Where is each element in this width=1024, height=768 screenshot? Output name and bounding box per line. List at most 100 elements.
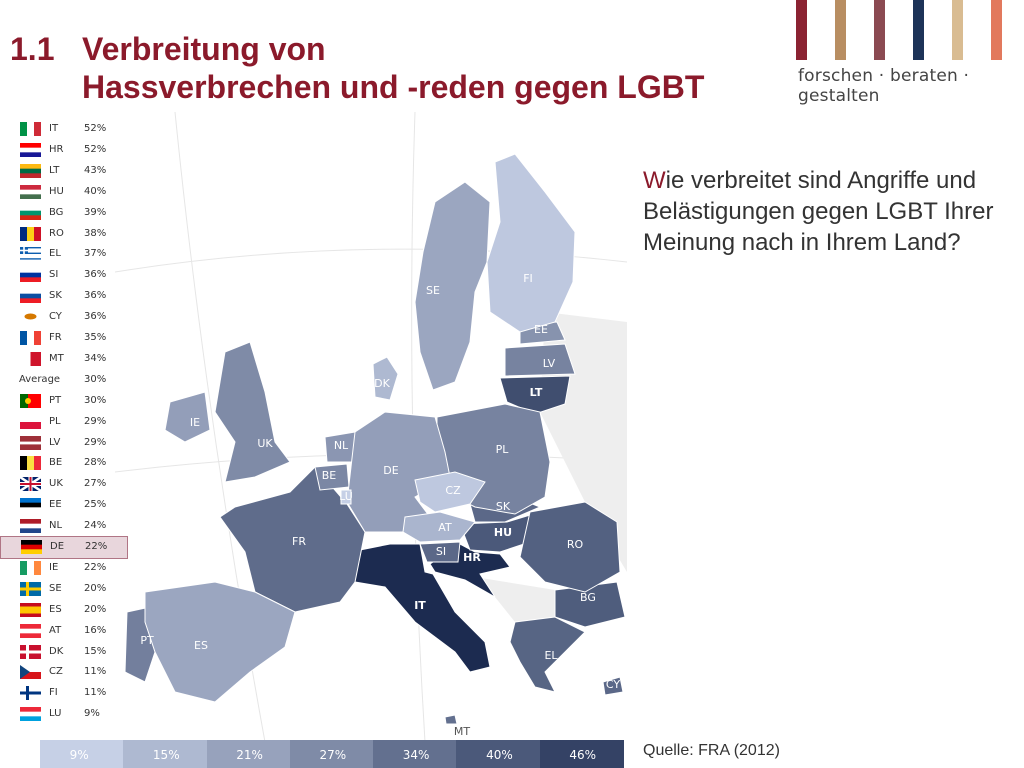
legend-value: 22% <box>84 561 107 573</box>
legend-row-hu: HU 40% <box>18 181 113 202</box>
map-label-ro: RO <box>567 538 584 551</box>
flag-finland-icon <box>20 686 41 701</box>
source-note: Quelle: FRA (2012) <box>643 742 780 759</box>
scale-segment <box>539 740 624 768</box>
region-lt <box>499 375 571 415</box>
legend-row-pt: PT 30% <box>18 390 113 411</box>
flag-slovakia-icon <box>20 289 41 304</box>
map-label-es: ES <box>194 639 208 652</box>
map-label-de: DE <box>383 464 398 477</box>
legend-row-cz: CZ 11% <box>18 661 113 682</box>
scale-tick-label: 21% <box>236 748 263 762</box>
legend-code: HR <box>49 143 64 155</box>
legend-value: 22% <box>85 541 108 552</box>
logo-tagline: forschen · beraten · gestalten <box>798 66 970 106</box>
flag-luxembourg-icon <box>20 707 41 722</box>
legend-row-uk: UK 27% <box>18 473 113 494</box>
legend-value: 11% <box>84 687 107 699</box>
region-lv <box>504 343 576 377</box>
legend-value: 30% <box>84 373 107 385</box>
legend-code: Average <box>19 373 61 385</box>
map-label-be: BE <box>322 469 337 482</box>
legend-value: 20% <box>84 582 107 594</box>
legend-row-se: SE 20% <box>18 578 113 599</box>
scale-tick-label: 40% <box>486 748 513 762</box>
map-label-cz: CZ <box>445 484 461 497</box>
legend-row-ro: RO 38% <box>18 223 113 244</box>
flag-romania-icon <box>20 226 41 241</box>
europe-map: IT HR LT HU BG RO EL SI SK CY FR MT PT PL LV BE UK EE NL DE… <box>115 112 627 742</box>
region-mt <box>444 714 458 725</box>
scale-tick-label: 15% <box>152 748 180 762</box>
legend-code: MT <box>49 352 64 364</box>
region-ro <box>519 501 621 593</box>
region-si <box>419 541 461 563</box>
legend-row-mt: MT 34% <box>18 348 113 369</box>
legend-row-lv: LV 29% <box>18 432 113 453</box>
legend-row-sk: SK 36% <box>18 285 113 306</box>
legend-row-lu: LU 9% <box>18 703 113 724</box>
legend-code: EE <box>49 499 62 511</box>
legend-code: AT <box>49 624 62 636</box>
map-label-ie: IE <box>190 416 200 429</box>
legend-row-si: SI 36% <box>18 264 113 285</box>
legend-code: LU <box>49 708 62 720</box>
legend-value: 16% <box>84 624 107 636</box>
legend-row-at: AT 16% <box>18 620 113 641</box>
logo-bars <box>796 0 1016 64</box>
legend-value: 30% <box>84 394 107 406</box>
map-label-lt: LT <box>530 386 543 399</box>
map-label-hu: HU <box>494 526 512 539</box>
legend-row-it: IT 52% <box>18 118 113 139</box>
map-label-uk: UK <box>257 437 273 450</box>
legend-row-pl: PL 29% <box>18 411 113 432</box>
map-label-el: EL <box>544 649 558 662</box>
legend-code: LV <box>49 436 61 448</box>
legend-value: 38% <box>84 227 107 239</box>
scale-segment <box>456 740 541 768</box>
flag-france-icon <box>20 331 41 345</box>
map-label-cy: CY <box>606 678 620 691</box>
legend-code: PT <box>49 394 62 406</box>
legend-value: 36% <box>84 311 107 323</box>
legend-row-ie: IE 22% <box>18 557 113 578</box>
map-label-sk: SK <box>496 500 511 513</box>
region-dk <box>372 356 399 401</box>
scale-tick-label: 46% <box>569 748 597 762</box>
map-label-bg: BG <box>580 591 596 604</box>
region-uk <box>214 341 291 483</box>
legend-row-de: DE 22% <box>0 536 128 559</box>
question-rest: ie verbreitet sind Angriffe und Belästig… <box>643 167 994 256</box>
map-label-si: SI <box>436 545 446 558</box>
legend-code: CY <box>49 311 62 323</box>
legend-value: 34% <box>84 352 107 364</box>
logo-bar <box>874 0 885 60</box>
scale-tick-label: 34% <box>402 748 430 762</box>
region-it <box>349 543 491 673</box>
region-es <box>144 581 296 703</box>
region-cz <box>414 471 486 513</box>
legend-code: RO <box>49 227 64 239</box>
logo-bar <box>991 0 1002 60</box>
legend-row-hr: HR 52% <box>18 139 113 160</box>
logo-bar <box>952 0 963 60</box>
map-label-hr: HR <box>463 551 481 564</box>
section-number: 1.1 <box>10 31 55 67</box>
region-cy <box>602 676 624 696</box>
map-label-dk: DK <box>374 377 390 390</box>
legend-value: 39% <box>84 206 107 218</box>
flag-latvia-icon <box>20 435 41 450</box>
legend-value: 40% <box>84 185 107 197</box>
legend-code: FR <box>49 332 62 343</box>
legend-value: 25% <box>84 499 107 511</box>
question-first-letter: W <box>643 167 666 194</box>
region-fi <box>486 153 576 333</box>
flag-cyprus-icon <box>20 310 41 325</box>
page-title: 1.1 Verbreitung von Hassverbrechen und -re… <box>10 30 704 106</box>
legend-row-lt: LT 43% <box>18 160 113 181</box>
legend-value: 36% <box>84 290 107 302</box>
legend-code: DE <box>50 541 65 552</box>
region-fr <box>219 466 366 613</box>
map-label-ee: EE <box>534 323 548 336</box>
legend-code: IE <box>49 561 59 573</box>
